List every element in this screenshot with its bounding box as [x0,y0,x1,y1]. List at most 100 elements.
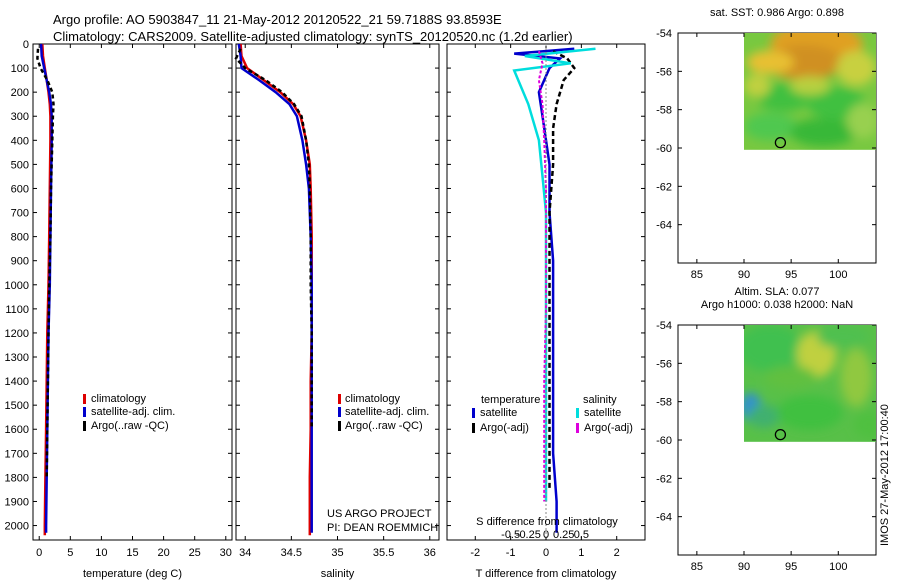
x-tick-label: 0 [543,547,549,559]
y-tick-label: 100 [11,63,29,75]
heatmap-blob [816,325,870,349]
credit-line-1: US ARGO PROJECT [327,508,432,520]
series-line-temperature-argo-adj- [548,50,576,490]
heatmap-blob [840,348,873,407]
argo-location-marker [774,428,787,441]
x-tick-label: 0 [36,547,42,559]
plot-frame [235,43,440,541]
difference-panel: -2 -1 0 1 2 T difference from climatology -0.5… [446,43,646,580]
legend-label: climatology [345,393,401,405]
series-line-temperature-satellite [514,47,575,533]
salinity-panel: 34 34.5 35 35.5 36 salinity climatologysatelli… [234,43,440,580]
y-tick-label: 1000 [5,280,29,292]
x-tick-label: 85 [691,561,703,573]
series-line-argo-raw-qc- [234,48,313,430]
legend-swatch [338,421,341,431]
y-tick-label: 1900 [5,496,29,508]
y-tick-label: -54 [656,320,672,332]
legend-label: Argo(..raw -QC) [345,420,423,432]
y-tick-label: 1100 [5,304,29,316]
legend-label: Argo(-adj) [480,422,529,434]
map-title: sat. SST: 0.986 Argo: 0.898 [710,7,844,19]
map-title: Argo h1000: 0.038 h2000: NaN [701,299,853,311]
heatmap-blobs [744,33,876,147]
s-tick-label: 0 [543,529,549,541]
x-axis-label: temperature (deg C) [83,568,182,580]
sst-map-panel: sat. SST: 0.986 Argo: 0.898 -54 -56 -58 -60 -… [656,7,877,281]
heatmap-blob [853,410,876,439]
map-title: Altim. SLA: 0.077 [735,286,820,298]
series-line-argo-raw-qc- [36,48,55,478]
y-tick-label: -58 [656,105,672,117]
y-tick-label: -62 [656,473,672,485]
heatmap-blob [744,73,771,98]
x-tick-label: 90 [738,269,750,281]
s-axis-label: S difference from climatology [476,516,618,528]
heatmap-field [744,325,876,442]
plot-frame [32,43,233,541]
y-tick-label: -56 [656,66,672,78]
x-tick-label: 36 [424,547,436,559]
s-tick-label: 0.25 [553,529,574,541]
x-tick-label: 5 [67,547,73,559]
argo-location-marker [774,136,787,149]
x-tick-label: 95 [785,561,797,573]
x-tick-label: 85 [691,269,703,281]
x-tick-label: 100 [829,561,847,573]
x-tick-label: 90 [738,561,750,573]
heatmap-field [744,33,876,150]
heatmap-blob [746,50,795,74]
y-tick-label: 900 [11,256,29,268]
x-tick-label: 35.5 [373,547,394,559]
legend-title: temperature [481,394,540,406]
y-tick-label: 600 [11,183,29,195]
y-tick-label: 500 [11,159,29,171]
y-tick-label: 1600 [5,424,29,436]
y-tick-label: 800 [11,232,29,244]
legend-swatch [83,407,86,417]
x-tick-label: 30 [220,547,232,559]
legend-label: Argo(..raw -QC) [91,420,169,432]
y-tick-label: 400 [11,135,29,147]
legend-label: climatology [91,393,147,405]
y-tick-label: 300 [11,111,29,123]
y-tick-label: 200 [11,87,29,99]
y-tick-label: -60 [656,435,672,447]
legend-label: Argo(-adj) [584,422,633,434]
header-line-2: Climatology: CARS2009. Satellite-adjuste… [53,29,573,44]
legend-swatch [83,394,86,404]
heatmap-blob [836,50,876,86]
legend-title: salinity [583,394,617,406]
legend-swatch [338,407,341,417]
side-timestamp-label: IMOS 27-May-2012 17:00:40 [879,404,891,546]
x-tick-label: 34.5 [281,547,302,559]
header-line-1: Argo profile: AO 5903847_11 21-May-2012 … [53,12,502,27]
x-tick-label: 35 [331,547,343,559]
legend-swatch [83,421,86,431]
y-tick-label: -64 [656,220,672,232]
x-tick-label: 1 [578,547,584,559]
y-tick-label: -60 [656,143,672,155]
temperature-panel: 0100200300400500600700800900100011001200… [5,39,233,580]
y-tick-label: 1800 [5,472,29,484]
s-tick-label: -0.25 [516,529,541,541]
x-tick-label: 95 [785,269,797,281]
s-tick-label: 0.5 [574,529,589,541]
x-axis-label: T difference from climatology [476,568,617,580]
legend-label: satellite-adj. clim. [91,406,175,418]
legend-swatch [338,394,341,404]
x-tick-label: 100 [829,269,847,281]
y-tick-label: -54 [656,28,672,40]
heatmap-blob [763,365,817,390]
s-tick-label: -0.5 [501,529,520,541]
y-tick-label: 1700 [5,448,29,460]
legend-swatch [472,423,475,433]
heatmap-blobs [744,325,876,439]
heatmap-blob [790,118,857,147]
heatmap-blob [777,395,843,431]
x-tick-label: -2 [470,547,480,559]
series-line-salinity-argo-adj- [537,50,547,502]
heatmap-blob [744,112,797,141]
